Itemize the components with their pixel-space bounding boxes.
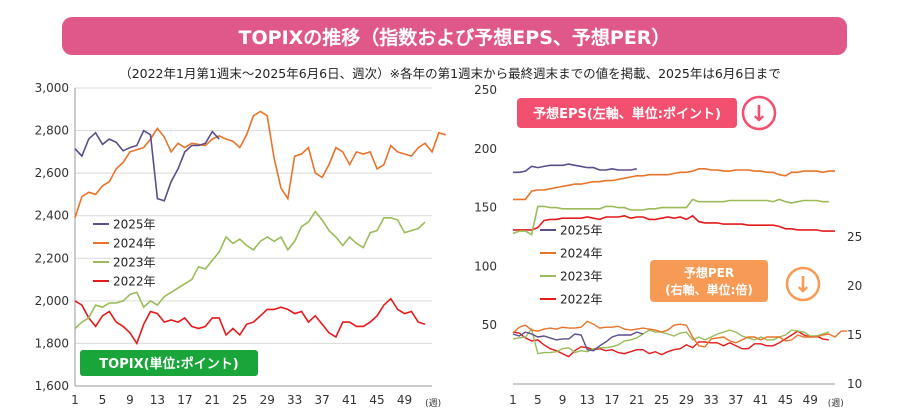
per-line-2023年 [512,327,830,355]
x-tick-label: 41 [342,393,357,407]
per-line-2024年 [512,320,848,348]
y-tick-label: 1,600 [35,379,69,393]
eps-line-2023年 [512,198,829,236]
legend-label: 2024年 [113,237,156,251]
x-tick-label: 25 [654,393,669,407]
series-line-2022年 [74,297,426,346]
x-tick-label: 17 [177,393,192,407]
x-tick-label: 29 [679,393,694,407]
x-tick-label: 9 [559,393,567,407]
legend-label: 2022年 [560,293,603,307]
left-y-tick-label: 200 [474,142,497,156]
legend-label: 2023年 [560,270,603,284]
x-tick-label: 5 [534,393,542,407]
x-tick-label: 9 [126,393,134,407]
eps-badge-label: 予想EPS(左軸、単位:ポイント) [533,106,721,122]
chart-title: TOPIXの推移（指数および予想EPS、予想PER） [238,26,671,49]
y-tick-label: 2,200 [35,251,69,265]
legend-label: 2022年 [113,275,156,289]
topix-badge [80,350,258,376]
x-tick-label: 21 [629,393,644,407]
per-line-2025年 [512,331,644,352]
x-tick-label: 13 [150,393,165,407]
x-tick-label: 13 [580,393,595,407]
legend-label: 2024年 [560,247,603,261]
legend-label: 2025年 [560,224,603,238]
x-tick-label: 21 [205,393,220,407]
x-tick-label: 1 [71,393,79,407]
x-tick-label: 37 [728,393,743,407]
eps-line-2022年 [513,214,835,232]
eps-down-arrow-glyph: ↓ [750,102,768,127]
per-badge-label: 予想PER [684,265,734,280]
x-tick-label: 1 [509,393,517,407]
x-tick-label: 17 [604,393,619,407]
eps-badge [517,98,737,128]
y-tick-label: 2,000 [35,294,69,308]
x-tick-label: 49 [397,393,412,407]
x-tick-label: 45 [369,393,384,407]
x-tick-label: 45 [778,393,793,407]
eps-line-2025年 [513,163,637,174]
series-line-2023年 [74,210,426,330]
per-down-arrow-glyph: ↓ [794,273,812,298]
eps-line-2024年 [513,168,835,201]
y-tick-label: 3,000 [35,81,69,95]
series-line-2024年 [74,110,446,219]
x-tick-label: 33 [704,393,719,407]
left-y-tick-label: 50 [482,318,497,332]
per-line-2022年 [512,330,829,358]
per-down-arrow-icon [785,266,821,302]
x-unit-label: (週) [425,398,441,409]
x-tick-label: 49 [803,393,818,407]
series-line-2025年 [74,129,220,202]
x-tick-label: 33 [287,393,302,407]
left-y-tick-label: 150 [474,201,497,215]
x-tick-label: 37 [315,393,330,407]
x-tick-label: 41 [753,393,768,407]
y-tick-label: 1,800 [35,336,69,350]
y-tick-label: 2,400 [35,209,69,223]
left-y-tick-label: 100 [474,259,497,273]
right-y-tick-label: 15 [847,328,862,342]
chart-title-banner: TOPIXの推移（指数および予想EPS、予想PER） [62,17,847,55]
legend-label: 2025年 [113,218,156,232]
per-badge [650,260,768,302]
chart-subtitle: （2022年1月第1週末～2025年6月6日、週次）※各年の第1週末から最終週末… [119,66,781,81]
legend-label: 2023年 [113,256,156,270]
left-y-tick-label: 250 [474,83,497,97]
x-tick-label: 25 [232,393,247,407]
eps-down-arrow-icon [741,95,777,131]
right-y-tick-label: 20 [847,279,862,293]
x-tick-label: 29 [260,393,275,407]
x-unit-label: (週) [828,398,844,409]
right-y-tick-label: 10 [847,377,862,391]
y-tick-label: 2,600 [35,166,69,180]
y-tick-label: 2,800 [35,124,69,138]
x-tick-label: 5 [99,393,107,407]
right-y-tick-label: 25 [847,230,862,244]
topix-badge-label: TOPIX(単位:ポイント) [99,356,238,372]
per-badge-sublabel: (右軸、単位:倍) [665,282,753,297]
